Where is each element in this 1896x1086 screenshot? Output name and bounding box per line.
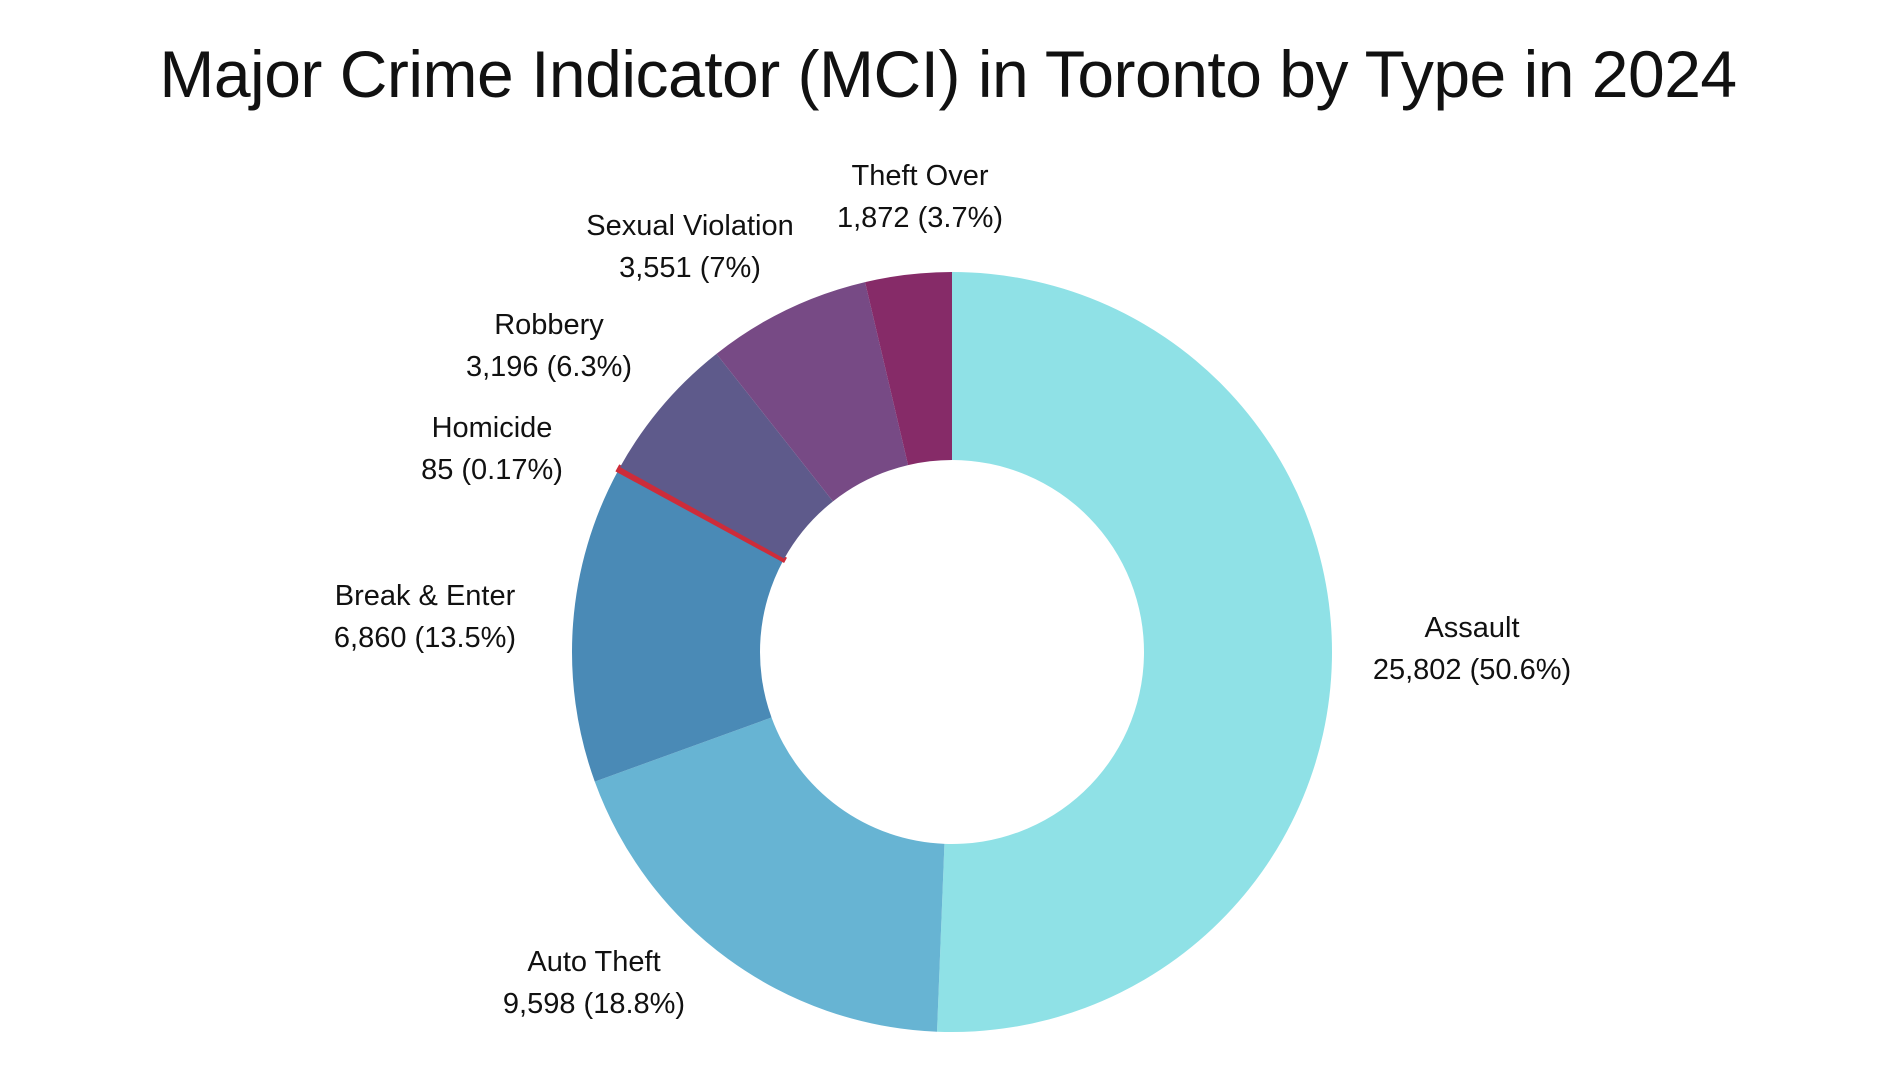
slice-label-assault: Assault 25,802 (50.6%) bbox=[1373, 612, 1571, 686]
slice-sexual-violation bbox=[716, 282, 909, 502]
slices-layer bbox=[571, 272, 1332, 1032]
slice-name-auto-theft: Auto Theft bbox=[527, 946, 660, 978]
slice-value-homicide: 85 (0.17%) bbox=[421, 454, 563, 486]
slice-label-robbery: Robbery 3,196 (6.3%) bbox=[466, 309, 632, 383]
slice-label-homicide: Homicide 85 (0.17%) bbox=[421, 412, 563, 486]
slice-name-robbery: Robbery bbox=[494, 309, 604, 341]
slice-name-theft-over: Theft Over bbox=[852, 160, 989, 192]
slice-value-assault: 25,802 (50.6%) bbox=[1373, 654, 1571, 686]
slice-value-theft-over: 1,872 (3.7%) bbox=[837, 202, 1003, 234]
slice-value-sexual-violation: 3,551 (7%) bbox=[619, 252, 761, 284]
labels-layer: Assault 25,802 (50.6%) Auto Theft 9,598 (18… bbox=[334, 160, 1571, 1020]
slice-value-break-and-enter: 6,860 (13.5%) bbox=[334, 622, 516, 654]
slice-auto-theft bbox=[594, 717, 945, 1032]
slice-robbery bbox=[620, 353, 833, 559]
slice-homicide bbox=[615, 464, 787, 564]
slice-label-theft-over: Theft Over 1,872 (3.7%) bbox=[837, 160, 1003, 234]
slice-value-robbery: 3,196 (6.3%) bbox=[466, 351, 632, 383]
slice-name-break-and-enter: Break & Enter bbox=[335, 580, 516, 612]
slice-break-and-enter bbox=[571, 470, 784, 782]
slice-assault bbox=[937, 272, 1332, 1032]
slice-value-auto-theft: 9,598 (18.8%) bbox=[503, 988, 685, 1020]
slice-name-assault: Assault bbox=[1424, 612, 1519, 644]
chart-title: Major Crime Indicator (MCI) in Toronto b… bbox=[159, 37, 1737, 111]
slice-label-auto-theft: Auto Theft 9,598 (18.8%) bbox=[503, 946, 685, 1020]
slice-theft-over bbox=[865, 272, 952, 466]
slice-name-homicide: Homicide bbox=[432, 412, 553, 444]
slice-name-sexual-violation: Sexual Violation bbox=[586, 210, 793, 242]
slice-label-break-and-enter: Break & Enter 6,860 (13.5%) bbox=[334, 580, 516, 654]
slice-label-sexual-violation: Sexual Violation 3,551 (7%) bbox=[586, 210, 793, 284]
